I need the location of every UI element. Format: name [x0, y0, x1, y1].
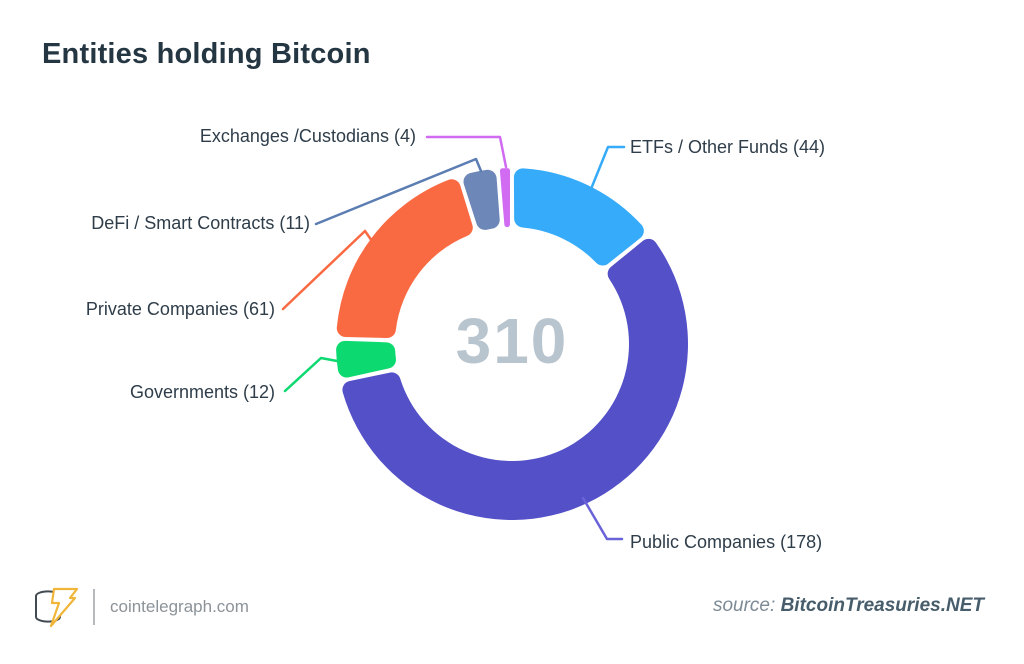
label-exchanges-custodians: Exchanges /Custodians (4): [199, 126, 416, 146]
leader-line-defi: [314, 157, 483, 226]
cointelegraph-logo-icon: [35, 587, 79, 628]
leader-line-public: [581, 496, 624, 541]
leader-line-etfs: [589, 145, 626, 191]
lightning-bolt-icon: [49, 587, 79, 628]
leader-line-private: [281, 229, 374, 311]
donut-segment-governments: [336, 340, 396, 378]
page-title: Entities holding Bitcoin: [42, 38, 371, 70]
donut-segment-exchanges-custodians: [499, 168, 511, 228]
label-governments: Governments (12): [129, 382, 275, 402]
donut-segments: [336, 168, 688, 520]
label-private-companies: Private Companies (61): [85, 299, 275, 319]
chart-total-value: 310: [455, 305, 569, 377]
leader-line-governments: [283, 356, 339, 393]
label-etfs-other-funds: ETFs / Other Funds (44): [630, 137, 826, 157]
donut-segment-public-companies: [342, 238, 688, 520]
leader-line-exchanges: [425, 135, 508, 169]
donut-segment-etfs-other-funds: [513, 168, 644, 266]
label-defi-smart-contracts: DeFi / Smart Contracts (11): [91, 213, 310, 233]
source-prefix: source:: [712, 595, 776, 616]
label-public-companies: Public Companies (178): [630, 532, 823, 552]
leader-lines: [281, 135, 626, 541]
donut-segment-defi-smart-contracts: [463, 169, 500, 230]
source-name: BitcoinTreasuries.NET: [780, 595, 984, 616]
footer-site-text: cointelegraph.com: [110, 597, 249, 616]
footer-divider: [93, 589, 95, 625]
donut-segment-private-companies: [336, 179, 473, 339]
footer-source-text: source: BitcoinTreasuries.NET: [713, 595, 984, 617]
